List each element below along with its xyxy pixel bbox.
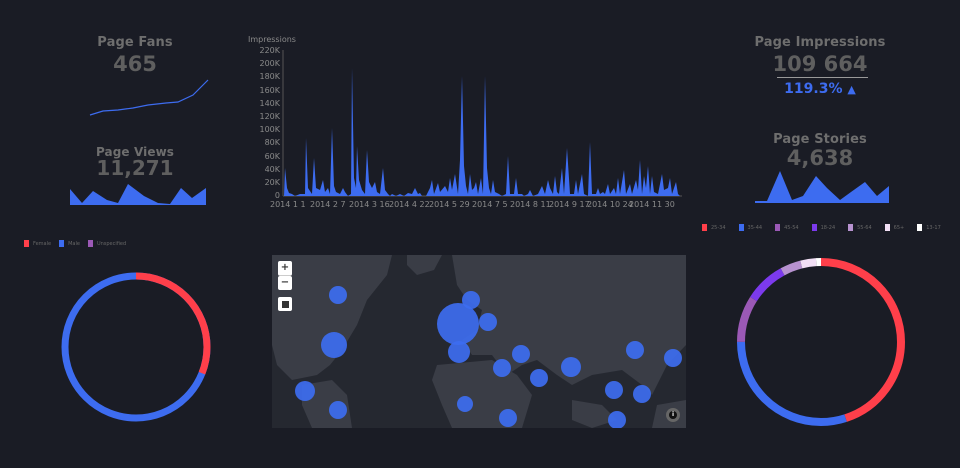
info-button[interactable]: i <box>666 408 680 422</box>
change-value: 119.3% <box>784 81 843 97</box>
legend-item-13-17[interactable]: 13-17 <box>917 224 941 231</box>
impressions-xaxis: 2014 1 1 2014 2 7 2014 3 16 2014 4 22 20… <box>270 200 675 209</box>
page-fans-title: Page Fans <box>97 35 173 50</box>
zoom-in-button[interactable]: + <box>278 261 292 276</box>
age-legend: 25-34 35-44 45-54 18-24 55-64 65+ 13-17 <box>702 224 941 231</box>
fullscreen-button[interactable] <box>278 297 292 311</box>
swatch <box>917 224 923 231</box>
page-stories-title: Page Stories <box>773 132 867 147</box>
map-zoom-controls: + − <box>278 261 292 290</box>
swatch <box>848 224 854 231</box>
page-impressions-value: 109 664 <box>772 52 868 76</box>
legend-item-45-54[interactable]: 45-54 <box>775 224 799 231</box>
page-fans-sparkline <box>89 79 209 116</box>
legend-item-female[interactable]: Female <box>24 240 51 247</box>
info-icon: i <box>669 411 677 419</box>
legend-item-55-64[interactable]: 55-64 <box>848 224 872 231</box>
page-stories-sparkline <box>755 171 889 203</box>
swatch <box>24 240 29 247</box>
page-fans-value: 465 <box>113 52 157 76</box>
swatch <box>811 224 817 231</box>
legend-item-65plus[interactable]: 65+ <box>884 224 904 231</box>
page-views-title: Page Views <box>95 145 175 159</box>
swatch <box>87 240 93 247</box>
page-impressions-title: Page Impressions <box>754 35 886 50</box>
legend-item-35-44[interactable]: 35-44 <box>738 224 762 231</box>
zoom-out-button[interactable]: − <box>278 276 292 290</box>
divider <box>777 77 868 78</box>
gender-donut-chart <box>61 272 211 422</box>
square-icon <box>281 300 289 308</box>
swatch <box>738 224 744 231</box>
swatch <box>59 240 65 247</box>
gender-legend: Female Male Unspecified <box>24 240 126 247</box>
swatch <box>884 224 890 231</box>
impressions-area-chart <box>282 50 682 197</box>
impressions-yaxis: 220K 200K 180K 160K 140K 120K 100K 80K 6… <box>259 46 280 200</box>
impressions-ylabel: Impressions <box>248 35 296 44</box>
impressions-change: 119.3% ▲ <box>740 81 900 97</box>
triangle-up-icon: ▲ <box>847 83 856 96</box>
legend-item-18-24[interactable]: 18-24 <box>811 224 835 231</box>
swatch <box>702 224 707 231</box>
map-bubbles <box>295 286 682 428</box>
swatch <box>775 224 781 231</box>
page-stories-value: 4,638 <box>786 146 854 170</box>
legend-item-male[interactable]: Male <box>59 240 80 247</box>
page-views-sparkline <box>70 184 206 205</box>
world-map[interactable]: + − i <box>272 255 686 428</box>
age-donut-chart <box>737 258 905 426</box>
page-views-value: 11,271 <box>96 156 174 180</box>
legend-item-unspecified[interactable]: Unspecified <box>87 240 126 247</box>
legend-item-25-34[interactable]: 25-34 <box>702 224 726 231</box>
